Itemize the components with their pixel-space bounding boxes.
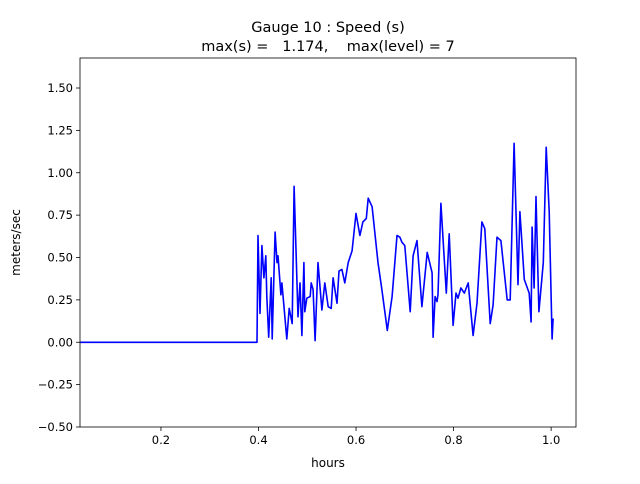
chart-title-line2: max(s) = 1.174, max(level) = 7: [201, 39, 455, 55]
plot-area: 0.2 0.4 0.6 0.8 1.0 −0.50 −0.25 0.00 0.25 0.50 0.7…: [38, 57, 577, 447]
x-tick-label: 0.2: [152, 433, 170, 447]
y-tick-label: 1.00: [47, 166, 73, 180]
y-tick-label: −0.50: [38, 420, 73, 434]
x-tick-label: 1.0: [542, 433, 560, 447]
y-tick-label: 0.50: [47, 251, 73, 265]
x-axis-label: hours: [311, 456, 345, 470]
y-tick-label: −0.25: [38, 378, 73, 392]
y-tick-label: 1.50: [47, 81, 73, 95]
y-tick-label: 1.25: [47, 123, 73, 137]
y-tick-label: 0.75: [47, 208, 73, 222]
x-tick-label: 0.4: [249, 433, 267, 447]
y-tick-label: 0.00: [47, 335, 73, 349]
axes-frame: [79, 57, 577, 428]
y-tick-label: 0.25: [47, 293, 73, 307]
x-tick-label: 0.6: [347, 433, 365, 447]
chart-title-line1: Gauge 10 : Speed (s): [251, 20, 405, 36]
series-line-speed: [80, 142, 554, 344]
x-tick-label: 0.8: [444, 433, 462, 447]
y-axis-label: meters/sec: [9, 209, 23, 276]
